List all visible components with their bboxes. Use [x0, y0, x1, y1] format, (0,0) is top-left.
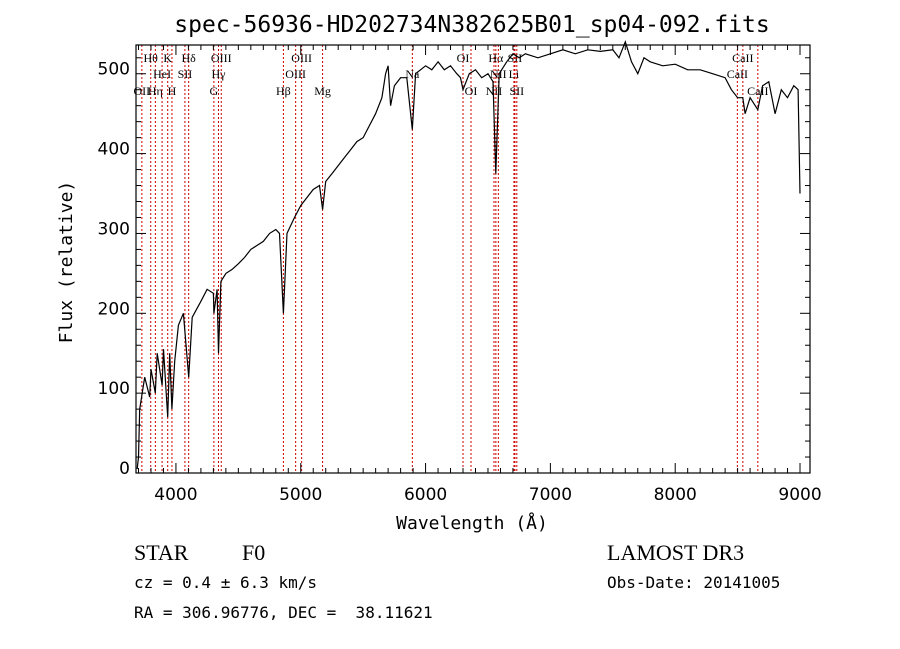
- x-tick-label: 8000: [654, 485, 697, 505]
- line-label: CaII: [747, 84, 768, 98]
- x-tick-label: 5000: [279, 485, 322, 505]
- y-tick-label: 500: [98, 60, 130, 80]
- line-label: Mg: [314, 84, 331, 98]
- line-label: Na: [405, 67, 420, 81]
- line-label: OII: [134, 84, 151, 98]
- y-tick-label: 200: [98, 299, 130, 319]
- y-tick-label: 400: [98, 140, 130, 160]
- line-label: H: [168, 84, 177, 98]
- line-label: Hα: [488, 51, 504, 65]
- spectral-line-markers: OIIHθHηHeIKHSIIHδGHγOIIIHβOIIIOIIIMgNaOI…: [134, 45, 768, 473]
- line-label: NII: [490, 67, 507, 81]
- x-tick-label: 9000: [778, 485, 821, 505]
- line-label: Hδ: [182, 51, 197, 65]
- y-tick-label: 300: [98, 219, 130, 239]
- line-label: OIII: [211, 51, 232, 65]
- line-label: Hθ: [144, 51, 159, 65]
- line-label: Hγ: [212, 67, 227, 81]
- line-label: CaII: [727, 67, 748, 81]
- line-label: Hη: [148, 84, 163, 98]
- y-axis-label: Flux (relative): [56, 181, 77, 344]
- spectrum-series: [136, 39, 801, 470]
- line-label: OIII: [291, 51, 312, 65]
- y-tick-label: 100: [98, 379, 130, 399]
- line-label: G: [210, 84, 219, 98]
- line-label: SII: [178, 67, 193, 81]
- x-tick-label: 6000: [404, 485, 447, 505]
- x-tick-label: 7000: [529, 485, 572, 505]
- object-type: STAR: [134, 540, 189, 565]
- line-label: SII: [508, 51, 523, 65]
- spectrum-line: [136, 39, 801, 470]
- redshift-label: cz = 0.4 ± 6.3 km/s: [134, 573, 318, 592]
- line-label: HeI: [153, 67, 171, 81]
- line-label: SII: [509, 84, 524, 98]
- line-label: OI: [465, 84, 478, 98]
- coordinates-label: RA = 306.96776, DEC = 38.11621: [134, 603, 433, 622]
- y-tick-label: 0: [119, 459, 130, 479]
- line-label: OIII: [285, 67, 306, 81]
- object-subclass: F0: [242, 540, 266, 565]
- plot-frame: [135, 44, 811, 474]
- x-axis-label: Wavelength (Å): [396, 512, 548, 534]
- line-label: Li: [509, 67, 520, 81]
- obs-date-label: Obs-Date: 20141005: [607, 573, 781, 592]
- line-label: Hβ: [276, 84, 291, 98]
- survey-label: LAMOST DR3: [607, 540, 745, 565]
- line-label: K: [163, 51, 172, 65]
- line-label: OI: [457, 51, 470, 65]
- chart-title: spec-56936-HD202734N382625B01_sp04-092.f…: [174, 12, 769, 38]
- axes: 4000 5000 6000 7000 8000 9000 0 100 200 300 400 500: [98, 45, 822, 505]
- x-tick-label: 4000: [154, 485, 197, 505]
- line-label: CaII: [732, 51, 753, 65]
